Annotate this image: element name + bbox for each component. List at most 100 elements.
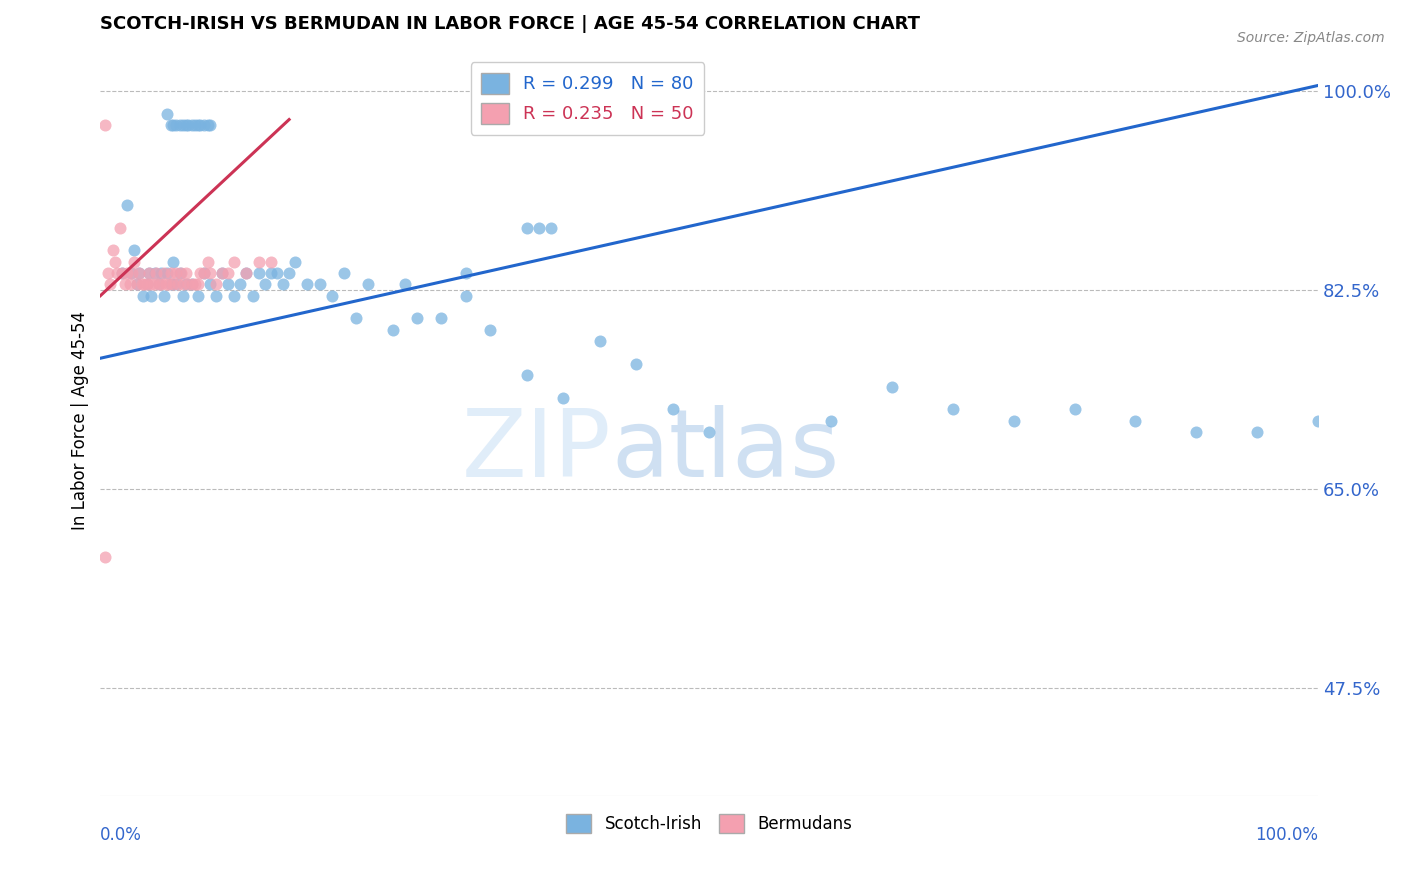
Point [131,277,153,292]
Point [516,368,538,383]
Point [156,266,179,280]
Point [624,357,647,371]
Point [333,266,356,280]
Point [344,311,367,326]
Point [165,277,187,292]
Point [224,289,246,303]
Point [108,220,131,235]
Point [162,118,184,132]
Point [172,289,194,303]
Point [97,266,120,280]
Point [167,277,190,292]
Point [135,277,157,292]
Point [454,289,477,303]
Point [124,254,146,268]
Point [155,277,177,292]
Point [177,277,200,292]
Point [104,254,127,268]
Point [115,266,138,280]
Point [148,277,170,292]
Point [141,289,163,303]
Point [205,277,228,292]
Point [101,244,124,258]
Text: 0.0%: 0.0% [100,826,142,844]
Point [174,277,197,292]
Point [479,323,502,337]
Point [174,118,197,132]
Point [184,277,207,292]
Point [177,118,200,132]
Point [1063,402,1085,417]
Point [253,277,276,292]
Point [321,289,343,303]
Point [124,244,146,258]
Point [235,266,257,280]
Point [142,277,165,292]
Point [260,254,283,268]
Point [160,266,183,280]
Point [394,277,416,292]
Text: ZIP: ZIP [463,405,612,497]
Point [197,254,219,268]
Point [150,266,173,280]
Point [247,266,270,280]
Point [260,266,283,280]
Point [162,254,184,268]
Point [121,266,143,280]
Point [942,402,965,417]
Point [224,254,246,268]
Point [134,277,156,292]
Point [120,266,142,280]
Point [180,118,202,132]
Point [197,118,219,132]
Point [162,277,184,292]
Point [217,277,239,292]
Point [138,266,160,280]
Point [170,266,193,280]
Point [143,266,166,280]
Point [165,118,187,132]
Point [98,277,121,292]
Point [187,289,209,303]
Point [114,277,136,292]
Point [284,254,307,268]
Point [229,277,252,292]
Point [132,289,155,303]
Point [211,266,233,280]
Point [357,277,380,292]
Point [198,266,221,280]
Point [271,277,294,292]
Point [266,266,288,280]
Point [157,277,180,292]
Point [135,277,157,292]
Point [1002,414,1025,428]
Point [111,266,134,280]
Point [152,289,174,303]
Point [381,323,404,337]
Text: Source: ZipAtlas.com: Source: ZipAtlas.com [1237,31,1385,45]
Point [193,266,215,280]
Point [184,118,207,132]
Point [156,107,179,121]
Point [187,118,209,132]
Point [118,277,141,292]
Legend: Scotch-Irish, Bermudans: Scotch-Irish, Bermudans [560,807,859,840]
Point [516,220,538,235]
Point [111,266,134,280]
Point [94,550,117,565]
Point [152,266,174,280]
Point [242,289,264,303]
Point [820,414,842,428]
Point [172,277,194,292]
Point [198,118,221,132]
Point [128,266,150,280]
Point [180,277,202,292]
Point [165,266,187,280]
Point [148,277,170,292]
Point [454,266,477,280]
Y-axis label: In Labor Force | Age 45-54: In Labor Force | Age 45-54 [72,311,89,530]
Point [553,391,575,405]
Point [430,311,453,326]
Point [150,277,173,292]
Point [125,277,148,292]
